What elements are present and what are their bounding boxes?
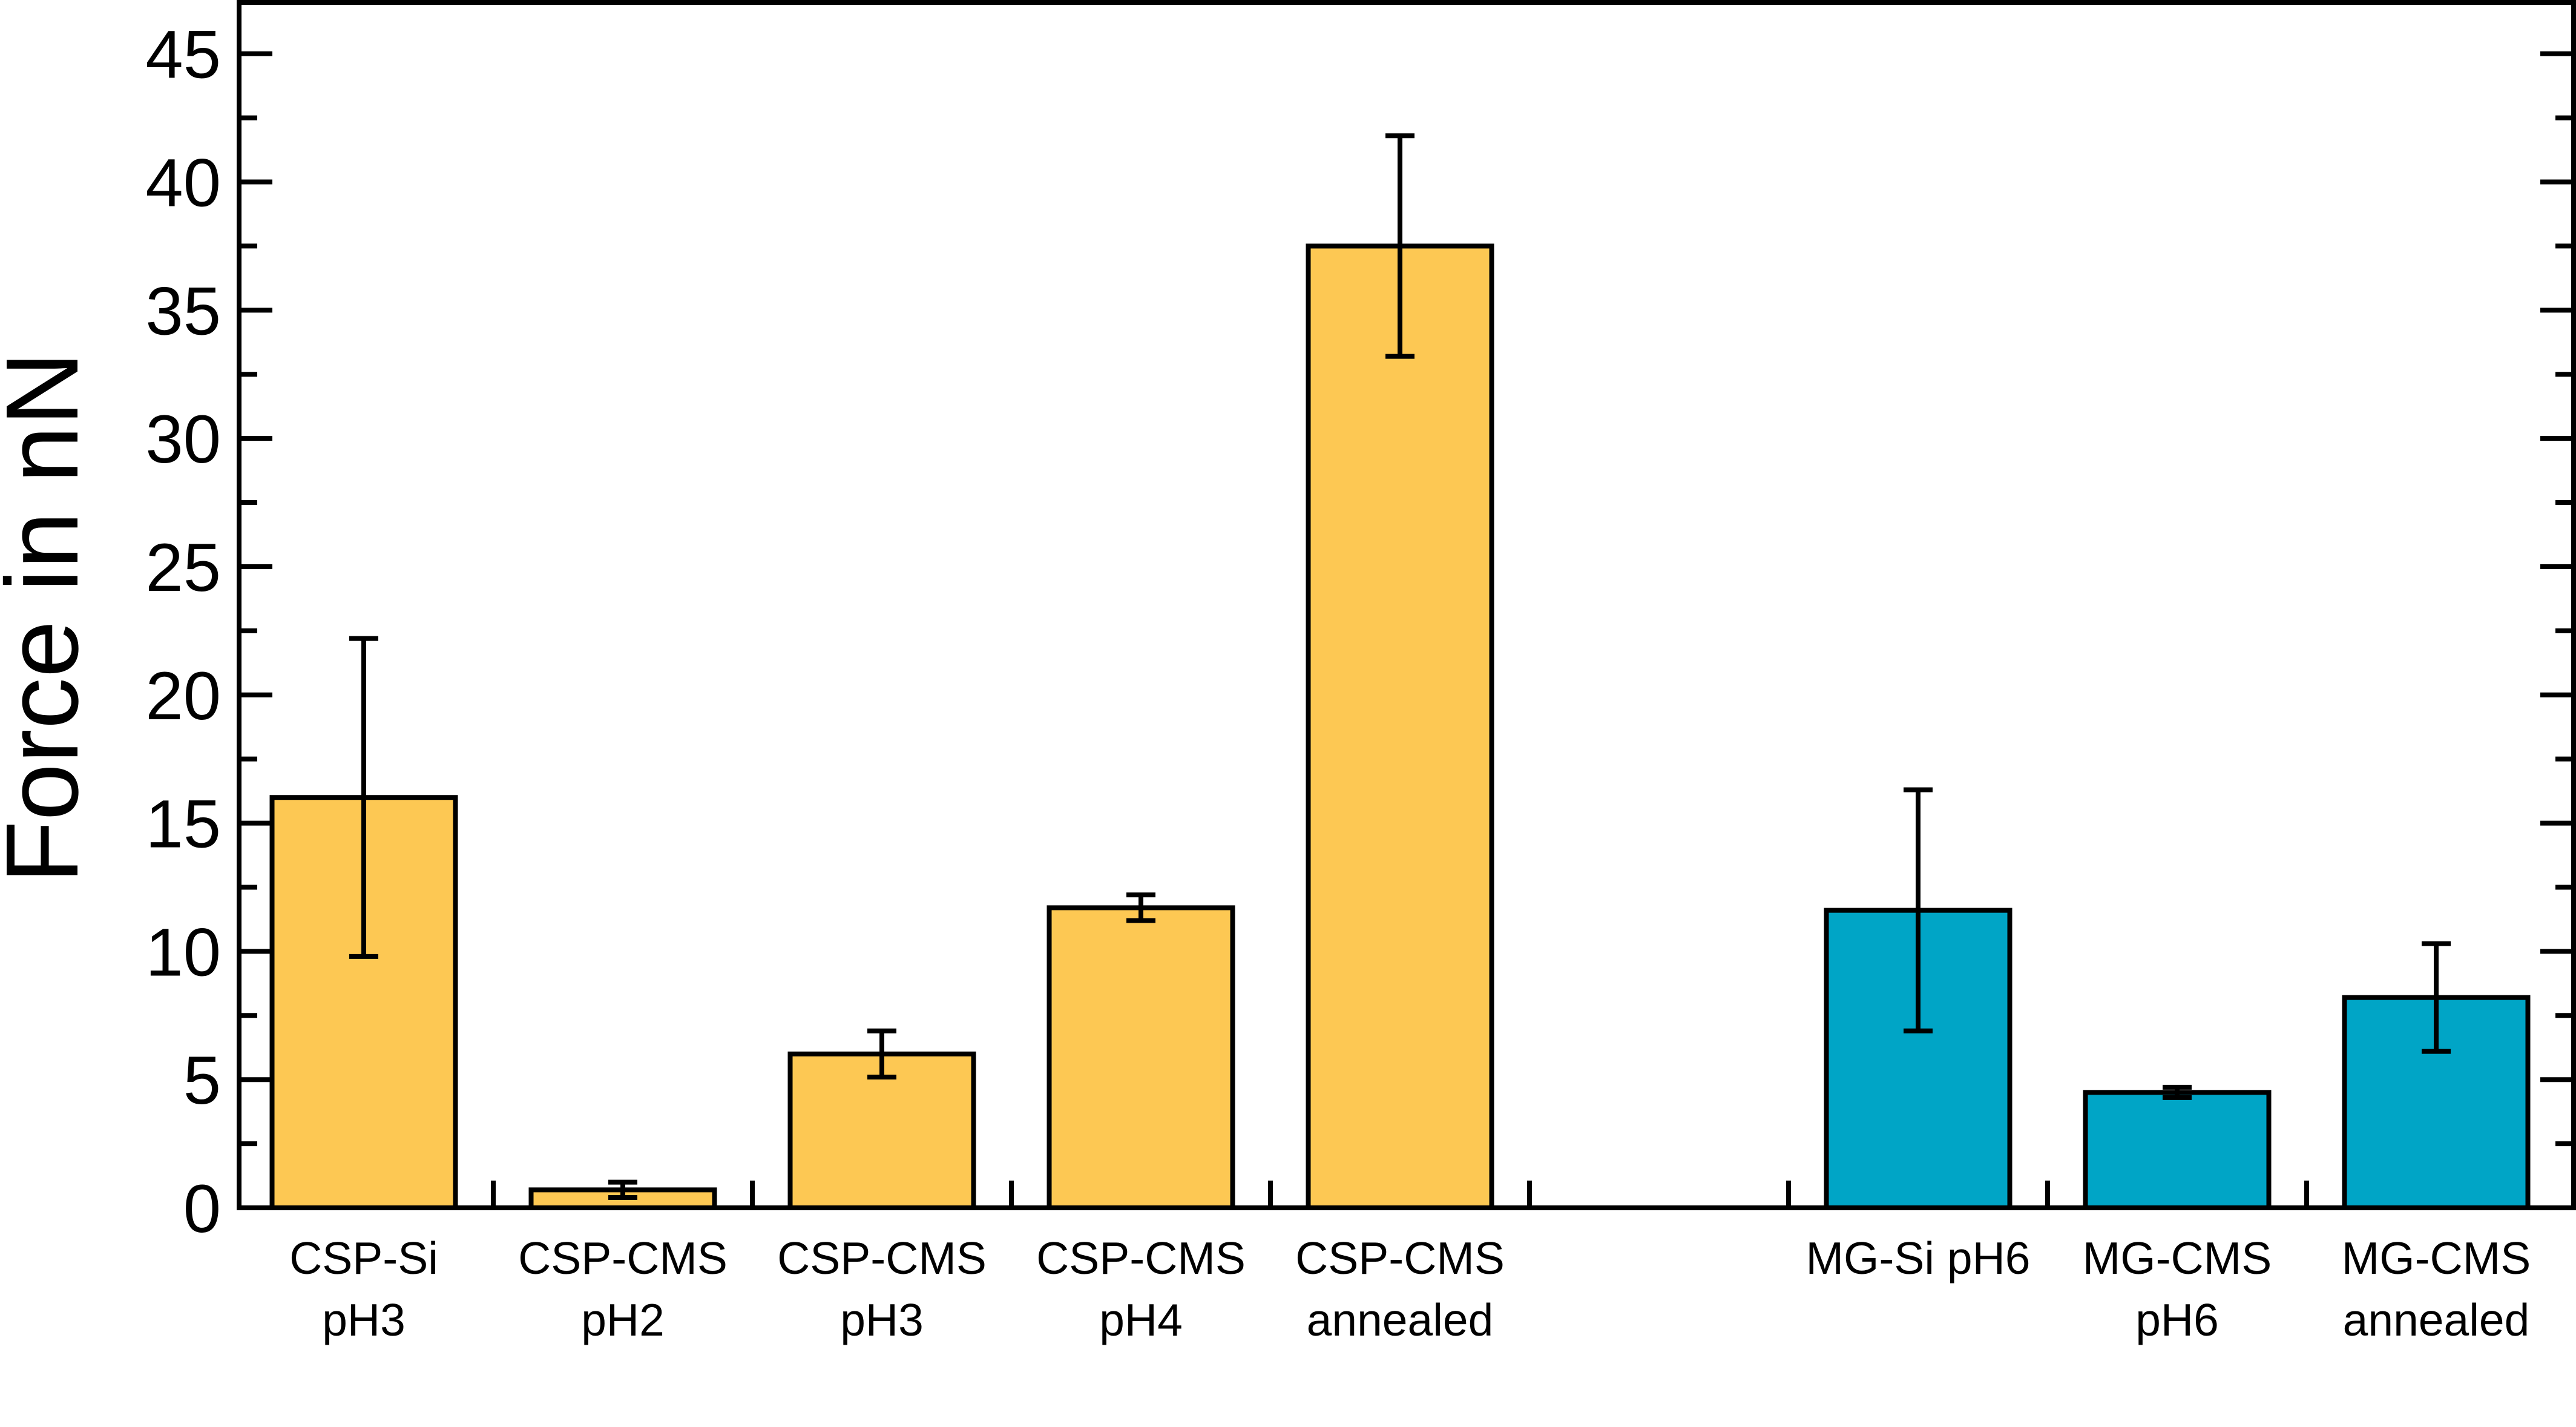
y-tick-label: 35 (145, 273, 221, 349)
x-category-label: CSP-CMS (518, 1233, 728, 1284)
x-category-label: MG-Si pH6 (1806, 1233, 2031, 1284)
error-bar (608, 1179, 637, 1201)
y-tick-label: 25 (145, 530, 221, 605)
x-category-label: CSP-Si (289, 1233, 438, 1284)
x-category-labels: CSP-Si pH3 CSP-CMS pH2 CSP-CMS pH3 CSP-CMS pH4 C… (289, 1233, 2531, 1345)
x-category-label: annealed (1307, 1294, 1494, 1345)
y-tick-label: 5 (183, 1043, 221, 1118)
error-bar (1126, 892, 1155, 923)
error-bar (2422, 941, 2451, 1054)
x-category-label: CSP-CMS (777, 1233, 987, 1284)
x-category-label: annealed (2343, 1294, 2530, 1345)
bar (1046, 905, 1235, 1210)
y-tick-label: 10 (145, 914, 221, 990)
y-tick-label: 45 (145, 17, 221, 93)
y-axis-title: Force in nN (0, 352, 100, 884)
error-bar (2163, 1084, 2192, 1100)
error-bar (1385, 133, 1414, 359)
y-tick-labels: 0 5 10 15 20 25 30 35 40 45 (145, 17, 221, 1247)
error-bar (867, 1028, 896, 1079)
bars (269, 243, 2531, 1211)
error-bar (349, 636, 378, 959)
error-bars (349, 133, 2451, 1201)
x-category-label: pH6 (2135, 1294, 2219, 1345)
x-category-label: pH3 (322, 1294, 406, 1345)
y-tick-label: 20 (145, 658, 221, 734)
x-category-label: pH3 (840, 1294, 924, 1345)
y-axis-ticks (239, 51, 2574, 1210)
x-category-label: MG-CMS (2342, 1233, 2531, 1284)
y-tick-label: 30 (145, 401, 221, 477)
error-bar (1904, 787, 1933, 1033)
bar (787, 1051, 976, 1211)
x-axis-ticks (491, 1181, 2309, 1208)
x-category-label: pH2 (581, 1294, 665, 1345)
x-category-label: MG-CMS (2083, 1233, 2272, 1284)
x-category-label: CSP-CMS (1036, 1233, 1246, 1284)
y-tick-label: 0 (183, 1171, 221, 1247)
y-tick-label: 40 (145, 145, 221, 221)
x-category-label: CSP-CMS (1295, 1233, 1505, 1284)
bar (2083, 1090, 2272, 1210)
y-tick-label: 15 (145, 786, 221, 862)
bar (1306, 243, 1494, 1210)
x-category-label: pH4 (1099, 1294, 1183, 1345)
